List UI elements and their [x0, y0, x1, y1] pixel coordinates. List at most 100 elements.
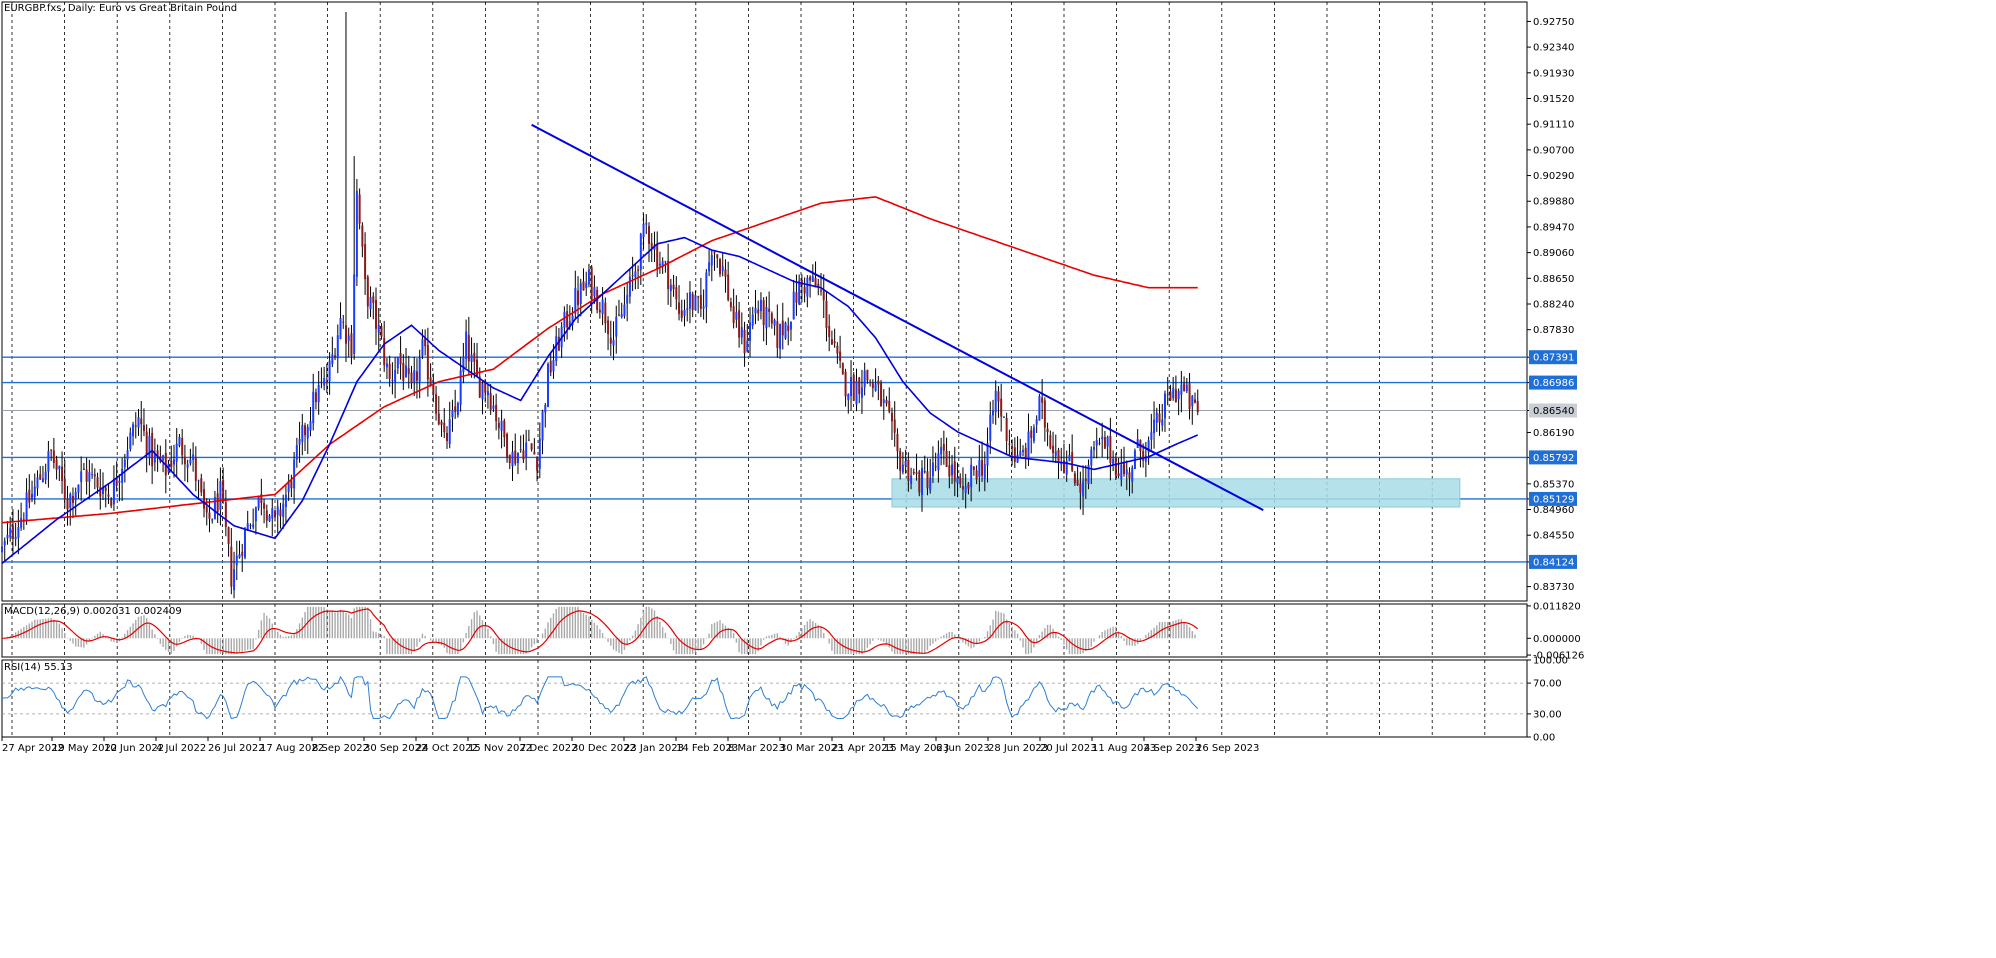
candle — [172, 444, 175, 478]
candle — [1030, 426, 1033, 454]
candle-body — [577, 290, 580, 306]
candle-body — [211, 519, 214, 521]
level-price-box — [1529, 350, 1577, 365]
chart-title: EURGBP.fxs, Daily: Euro vs Great Britain… — [4, 3, 237, 14]
candle — [937, 440, 940, 483]
candle — [738, 301, 741, 348]
candle — [765, 296, 768, 346]
candle-body — [1035, 419, 1038, 425]
candle — [617, 299, 620, 317]
candle-body — [1000, 398, 1003, 417]
candle-body — [17, 527, 20, 538]
candle — [934, 452, 937, 472]
candle — [366, 274, 369, 319]
candle — [1098, 437, 1101, 446]
candle-body — [997, 391, 1000, 402]
candle — [885, 396, 888, 407]
candle-body — [1174, 389, 1177, 402]
candle — [997, 385, 1000, 418]
candle — [587, 263, 590, 288]
candle-body — [986, 443, 989, 466]
candle-body — [1128, 472, 1131, 479]
candle-body — [1109, 435, 1112, 463]
candle — [986, 427, 989, 483]
candle — [571, 307, 574, 331]
candle — [590, 264, 593, 314]
candle — [388, 355, 391, 387]
candle — [437, 396, 440, 426]
candle-body — [320, 381, 323, 383]
candle-body — [1196, 401, 1199, 413]
candle-body — [254, 507, 257, 522]
candle — [489, 384, 492, 415]
candle — [1161, 403, 1164, 432]
candle-body — [740, 327, 743, 338]
candle-body — [631, 274, 634, 277]
candle — [200, 473, 203, 497]
descending-trendline[interactable] — [531, 123, 1264, 512]
candle — [792, 279, 795, 320]
candle — [645, 214, 648, 235]
candle-body — [1188, 383, 1191, 409]
x-tick-label: 27 Apr 2022 — [2, 743, 64, 754]
candle — [254, 506, 257, 535]
candle-body — [839, 351, 842, 361]
moving-average-blue — [1, 236, 1199, 565]
support-zone[interactable] — [891, 478, 1461, 508]
candle — [1087, 459, 1090, 490]
candle-body — [959, 477, 962, 484]
candle-body — [238, 554, 241, 558]
candle — [328, 352, 331, 395]
candle — [407, 355, 410, 389]
candle — [694, 290, 697, 311]
candle — [1, 534, 3, 572]
candle — [170, 445, 173, 473]
candle-body — [844, 371, 847, 397]
candle — [58, 465, 61, 481]
candle — [192, 442, 195, 472]
candle — [961, 467, 964, 501]
rsi-line — [1, 675, 1199, 720]
candle-body — [628, 276, 631, 297]
candle — [918, 469, 921, 497]
candle — [361, 222, 364, 258]
candle-body — [426, 344, 429, 380]
candle-body — [882, 399, 885, 403]
candle — [276, 499, 279, 534]
candle-body — [1123, 461, 1126, 475]
candle-body — [129, 432, 132, 449]
candle — [1196, 389, 1199, 416]
candle — [970, 457, 973, 502]
candle-body — [508, 454, 511, 464]
candle-body — [11, 525, 14, 540]
candle-body — [833, 341, 836, 344]
candle-body — [893, 419, 896, 433]
candle-body — [852, 374, 855, 401]
candle — [1177, 388, 1180, 416]
candle — [855, 368, 858, 412]
candle — [716, 254, 719, 268]
candle-body — [880, 382, 883, 407]
candle — [118, 474, 121, 502]
candle-body — [809, 276, 812, 281]
candle-body — [978, 460, 981, 477]
candle-body — [604, 302, 607, 324]
candle-body — [732, 306, 735, 323]
candle — [888, 387, 891, 414]
candle — [134, 412, 137, 439]
candle-body — [1071, 452, 1074, 471]
candle-body — [55, 459, 58, 470]
candle-body — [279, 509, 282, 517]
y-tick-label: 0.91930 — [1533, 68, 1574, 79]
candle-body — [822, 289, 825, 301]
candle — [424, 329, 427, 356]
candle-body — [896, 434, 899, 452]
candle-body — [192, 454, 195, 460]
candle-body — [836, 345, 839, 354]
candle-body — [994, 390, 997, 413]
candle-body — [568, 321, 571, 327]
candle-body — [877, 380, 880, 385]
candle-body — [1155, 412, 1158, 423]
candle — [347, 327, 350, 358]
candle — [102, 472, 105, 501]
